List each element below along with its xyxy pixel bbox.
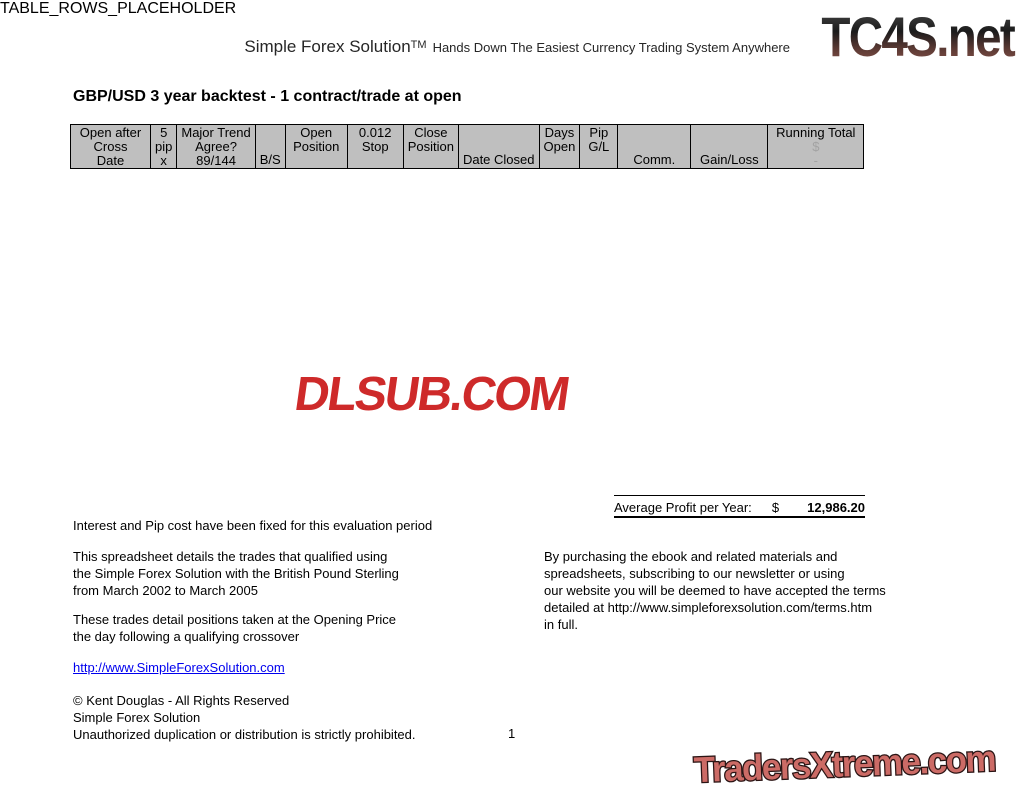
svg-text:TC4S.net: TC4S.net <box>821 6 1015 68</box>
svg-text:DLSUB.COM: DLSUB.COM <box>296 367 572 421</box>
svg-text:TradersXtreme.com: TradersXtreme.com <box>693 738 996 790</box>
